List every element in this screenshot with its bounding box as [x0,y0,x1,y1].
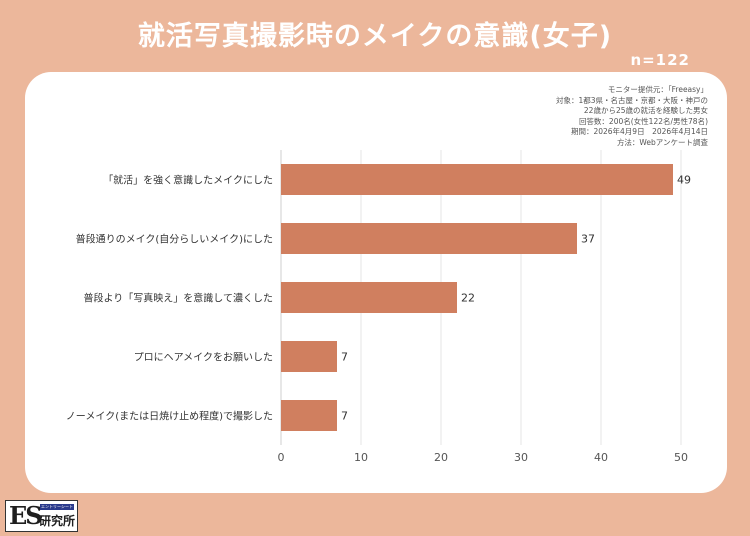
bar [281,282,457,313]
category-label: ノーメイク(または日焼け止め程度)で撮影した [66,410,273,423]
x-tick-label: 0 [278,451,285,464]
bar [281,223,577,254]
es-lab-logo: ES エントリーシート 研究所 [5,500,78,532]
logo-ken-text: 研究所 [39,514,76,528]
chart-title: 就活写真撮影時のメイクの意識(女子) [137,21,613,52]
survey-info-line: 期間：2026年4月9日 2026年4月14日 [570,127,708,137]
data-label: 22 [461,292,475,305]
survey-info-line: モニター提供元：「Freeasy」 [607,85,708,94]
survey-info: モニター提供元：「Freeasy」 対象：1都3県・名古屋・京都・大阪・神戸の … [556,85,708,149]
survey-info-line: 回答数：200名(女性122名/男性78名) [578,116,708,126]
x-tick-label: 10 [354,451,368,464]
bar [281,400,337,431]
category-label: 普段より「写真映え」を意識して濃くした [84,292,274,305]
logo-small-text: エントリーシート [40,504,74,510]
category-label: 普段通りのメイク(自分らしいメイク)にした [76,233,273,246]
category-label: 「就活」を強く意識したメイクにした [103,174,273,187]
data-label: 7 [341,410,348,423]
x-tick-label: 40 [594,451,608,464]
bar [281,341,337,372]
survey-info-line: 方法：Webアンケート調査 [616,137,708,147]
survey-info-line: 対象：1都3県・名古屋・京都・大阪・神戸の [555,95,708,105]
x-tick-label: 20 [434,451,448,464]
sample-size: n=122 [630,51,690,69]
data-label: 49 [677,174,691,187]
category-label: プロにヘアメイクをお願いした [134,352,273,364]
bar [281,164,673,195]
survey-info-line: 22歳から25歳の就活を経験した男女 [583,106,708,116]
data-label: 7 [341,351,348,364]
data-label: 37 [581,233,595,246]
x-tick-label: 30 [514,451,528,464]
x-tick-label: 50 [674,451,688,464]
logo-es-text: ES [9,501,43,530]
